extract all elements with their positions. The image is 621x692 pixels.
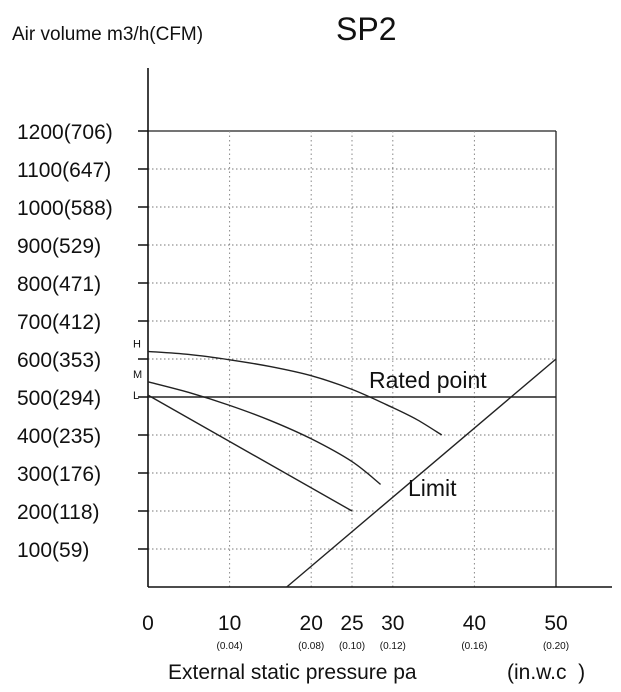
- y-tick-label: 300(176): [17, 463, 101, 486]
- x-tick-sublabel: (0.08): [298, 641, 324, 652]
- y-tick-label: 400(235): [17, 425, 101, 448]
- y-tick-label: 200(118): [17, 501, 100, 524]
- series-h-line: [147, 350, 443, 436]
- limit-label: Limit: [408, 475, 457, 501]
- x-axis-title: External static pressure pa: [168, 661, 417, 684]
- y-tick-label: 700(412): [17, 311, 101, 334]
- y-tick-label: 900(529): [17, 235, 101, 258]
- y-tick-label: 100(59): [17, 539, 89, 562]
- x-tick-sublabel: (0.16): [461, 641, 487, 652]
- x-tick-label: 30: [381, 612, 404, 635]
- x-tick-sublabel: (0.20): [543, 641, 569, 652]
- y-tick-label: 800(471): [17, 273, 101, 296]
- y-tick-labels: 100(59) 200(118) 300(176) 400(235) 500(294) 6…: [17, 121, 113, 562]
- x-tick-labels: 0 10 (0.04) 20 (0.08) 25 (0.10) 30 (0.12) 40 (0.16…: [142, 612, 569, 652]
- y-tick-label: 500(294): [17, 387, 101, 410]
- y-axis-title: Air volume m3/h(CFM): [12, 24, 203, 45]
- series-l-label: L: [133, 390, 139, 402]
- y-tick-label: 1000(588): [17, 197, 113, 220]
- series-l-line: [147, 394, 353, 512]
- series-h-label: H: [133, 338, 141, 350]
- y-tick-label: 1200(706): [17, 121, 113, 144]
- x-tick-sublabel: (0.04): [217, 641, 243, 652]
- series-m-line: [147, 381, 381, 485]
- rated-point-label: Rated point: [369, 367, 487, 393]
- grid: [148, 130, 557, 587]
- x-tick-label: 10: [218, 612, 241, 635]
- y-tick-label: 1100(647): [17, 159, 111, 182]
- x-tick-label: 50: [544, 612, 567, 635]
- axes: [138, 68, 612, 588]
- y-tick-label: 600(353): [17, 349, 101, 372]
- x-tick-sublabel: (0.12): [380, 641, 406, 652]
- x-tick-label: 0: [142, 612, 154, 635]
- x-tick-label: 40: [463, 612, 486, 635]
- limit-line: [286, 358, 557, 588]
- x-tick-sublabel: (0.10): [339, 641, 365, 652]
- x-tick-label: 20: [300, 612, 323, 635]
- chart-title: SP2: [336, 11, 396, 47]
- x-axis-unit: (in.w.c ): [507, 661, 585, 684]
- curves: Rated point Limit H ML: [133, 338, 557, 588]
- x-tick-label: 25: [340, 612, 363, 635]
- series-m-label: M: [133, 369, 142, 381]
